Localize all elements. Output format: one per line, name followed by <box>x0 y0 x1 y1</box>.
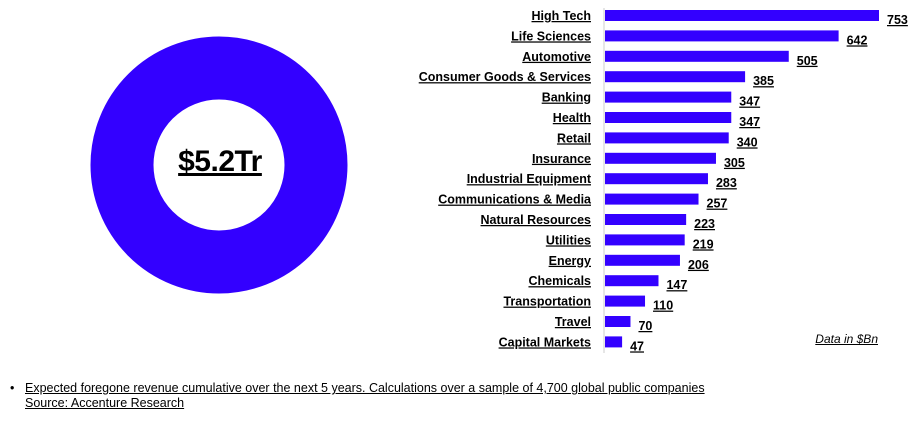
bar <box>605 10 879 21</box>
category-label: Industrial Equipment <box>467 172 592 186</box>
category-label: Chemicals <box>528 274 591 288</box>
category-label: Life Sciences <box>511 29 591 43</box>
value-label: 347 <box>739 95 760 109</box>
value-label: 147 <box>666 278 687 292</box>
category-label: Insurance <box>532 152 591 166</box>
category-label: Energy <box>549 254 591 268</box>
value-label: 257 <box>707 197 728 211</box>
bar <box>605 91 732 103</box>
category-label: Communications & Media <box>438 193 592 207</box>
bar <box>605 112 732 123</box>
category-label: Banking <box>542 91 591 105</box>
value-label: 206 <box>688 258 709 272</box>
category-label: Natural Resources <box>481 213 592 227</box>
bar <box>605 50 789 62</box>
category-label: Consumer Goods & Services <box>419 70 591 84</box>
value-label: 753 <box>887 13 908 27</box>
bar <box>605 275 659 287</box>
category-label: Health <box>553 111 591 125</box>
category-label: Utilities <box>546 233 591 247</box>
donut-center-label: $5.2Tr <box>178 145 262 178</box>
value-label: 347 <box>739 115 760 129</box>
value-label: 642 <box>847 33 868 47</box>
footnote: • Expected foregone revenue cumulative o… <box>10 381 705 411</box>
bar <box>605 152 716 164</box>
category-label: Retail <box>557 131 591 145</box>
bar <box>605 193 699 205</box>
value-label: 110 <box>653 299 673 313</box>
bar <box>605 254 680 266</box>
bar <box>605 214 687 225</box>
category-label: Automotive <box>522 50 591 64</box>
bar <box>605 295 646 307</box>
value-label: 47 <box>630 339 644 353</box>
value-label: 70 <box>638 319 652 333</box>
category-label: Travel <box>555 315 591 329</box>
value-label: 223 <box>694 217 715 231</box>
bar <box>605 132 729 144</box>
bar <box>605 173 708 185</box>
bar <box>605 71 746 83</box>
bar <box>605 336 623 348</box>
footnote-source: Source: Accenture Research <box>25 396 185 410</box>
footnote-description: Expected foregone revenue cumulative ove… <box>25 381 705 395</box>
category-label: Capital Markets <box>499 335 591 349</box>
bar <box>605 30 839 42</box>
bar-chart: High Tech 753 Life Sciences 642 Automotive 50… <box>419 8 908 353</box>
value-label: 283 <box>716 176 737 190</box>
category-label: High Tech <box>532 9 592 23</box>
value-label: 305 <box>724 156 745 170</box>
value-label: 505 <box>797 54 818 68</box>
donut-chart <box>90 36 348 294</box>
value-label: 340 <box>737 135 758 149</box>
category-label: Transportation <box>503 295 591 309</box>
units-note: Data in $Bn <box>815 332 878 346</box>
donut-ring <box>90 36 348 294</box>
bullet-icon: • <box>10 381 15 395</box>
bar <box>605 316 631 327</box>
value-label: 385 <box>753 74 774 88</box>
value-label: 219 <box>693 237 714 251</box>
bar <box>605 234 685 246</box>
